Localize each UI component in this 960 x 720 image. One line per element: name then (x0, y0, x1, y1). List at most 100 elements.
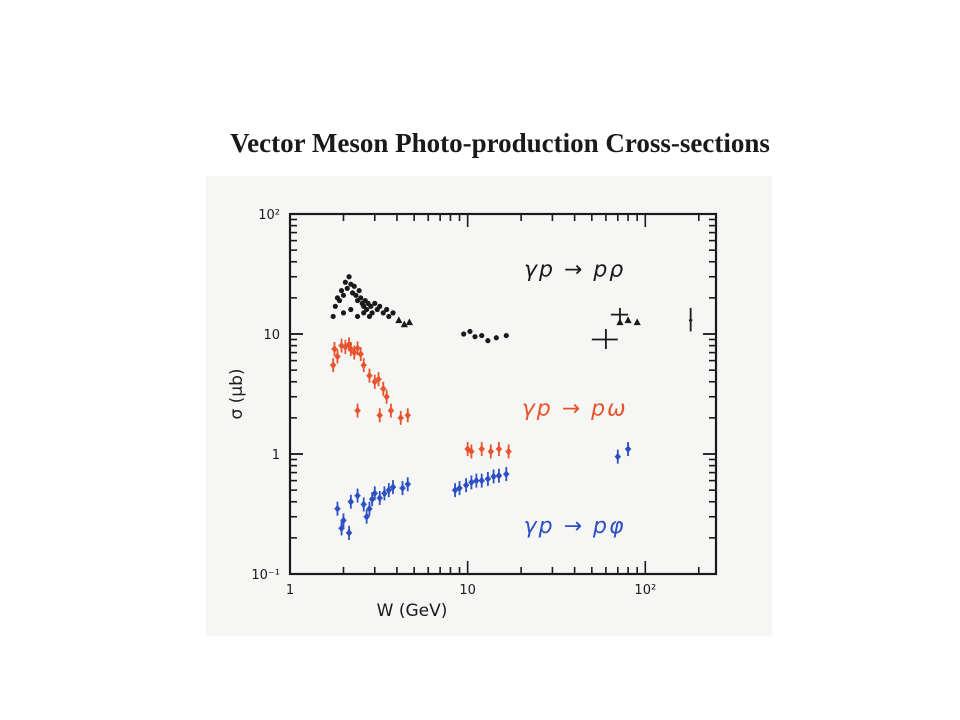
data-point-phi (399, 481, 406, 496)
data-point-phi (334, 501, 341, 516)
point-marker (504, 471, 509, 478)
data-point-rho-errorbars (610, 307, 629, 323)
point-marker (388, 407, 394, 414)
data-point-omega (464, 442, 471, 457)
data-point-omega (383, 389, 390, 404)
point-marker (339, 525, 344, 532)
data-point-rho (369, 310, 375, 316)
point-marker (332, 345, 337, 352)
data-point-rho (358, 295, 364, 301)
annotation-rho: γp → pρ (524, 258, 625, 283)
point-marker (405, 481, 410, 488)
data-point-omega (347, 341, 354, 356)
data-point-phi (490, 469, 497, 484)
data-point-rho (348, 306, 354, 313)
data-point-phi (452, 483, 459, 498)
point-marker (343, 343, 348, 350)
data-point-rho (353, 292, 359, 298)
point-marker (346, 529, 352, 536)
point-marker (474, 477, 479, 484)
point-marker (367, 372, 372, 379)
data-point-phi (456, 481, 463, 496)
data-point-rho (346, 274, 352, 280)
point-marker (355, 345, 360, 352)
point-marker (364, 513, 369, 520)
data-point-omega (387, 403, 394, 418)
data-point-phi (366, 501, 373, 516)
point-marker (372, 378, 377, 385)
y-tick-label: 1 (272, 448, 280, 463)
data-point-rho (390, 310, 396, 316)
point-marker (355, 407, 360, 414)
point-marker (405, 412, 410, 419)
point-marker (463, 482, 469, 489)
data-point-omega (468, 444, 475, 459)
data-point-rho (340, 310, 347, 316)
x-tick-label: 1 (286, 583, 294, 598)
data-point-phi (376, 490, 383, 505)
data-point-rho-triangles (395, 316, 403, 324)
point-marker (488, 448, 494, 455)
point-marker (496, 446, 502, 453)
cross-section-chart: 1 10 10² 10⁻¹ 1 10 10² γp → pρ γp → pω γp → pφ W… (227, 208, 718, 621)
data-point-rho-errorbars (688, 307, 693, 332)
data-point-rho (354, 313, 361, 320)
data-point-omega (375, 372, 382, 387)
slide-title: Vector Meson Photo-production Cross-sect… (230, 128, 770, 158)
data-point-rho (361, 310, 367, 316)
data-point-rho-triangles (633, 318, 641, 326)
point-marker (377, 412, 382, 419)
data-point-rho (368, 303, 374, 309)
data-point-phi (463, 478, 470, 493)
data-point-phi (473, 473, 480, 488)
data-point-omega (354, 403, 361, 418)
data-point-phi (614, 449, 621, 464)
data-point-rho (342, 279, 348, 285)
axis-ticks (289, 213, 716, 575)
data-point-rho (386, 313, 392, 320)
data-point-omega (376, 408, 383, 423)
point-marker (625, 446, 631, 453)
data-point-rho-mid (485, 338, 491, 344)
x-tick-label: 10 (459, 583, 476, 598)
data-point-phi (346, 525, 353, 540)
point-marker (496, 472, 502, 479)
point-marker (355, 492, 360, 499)
scan-background (206, 176, 772, 636)
data-point-rho-triangles (405, 318, 413, 326)
data-point-omega (342, 339, 349, 354)
data-point-phi (468, 475, 475, 490)
reaction-annotations: γp → pρ γp → pω γp → pφ (522, 258, 628, 539)
data-point-rho (380, 310, 386, 316)
data-point-rho (364, 306, 370, 313)
data-point-rho-mid (479, 332, 485, 339)
point-marker (335, 353, 340, 360)
data-point-omega (380, 381, 387, 396)
point-marker (457, 485, 462, 492)
data-point-phi (338, 521, 345, 536)
plot-border (288, 212, 718, 576)
data-point-rho (356, 287, 362, 294)
y-tick-label: 10⁻¹ (251, 568, 280, 583)
data-point-omega (478, 442, 485, 457)
data-point-phi (484, 471, 491, 486)
annotation-omega: γp → pω (522, 396, 628, 421)
data-point-phi (371, 486, 378, 501)
point-marker (390, 484, 396, 491)
data-point-rho-mid (472, 334, 478, 340)
data-point-rho-errorbars (591, 329, 618, 349)
data-marks (330, 274, 693, 540)
point-marker (352, 349, 357, 356)
data-point-rho-mid (461, 331, 467, 337)
point-marker (348, 345, 354, 352)
data-point-rho-mid (503, 332, 509, 339)
data-point-phi (385, 483, 392, 498)
data-point-omega (354, 341, 361, 356)
point-marker (479, 446, 484, 453)
data-point-rho-mid (493, 335, 499, 341)
point-marker (348, 498, 354, 505)
data-point-phi (363, 509, 370, 524)
data-point-rho (338, 287, 345, 294)
point-marker (330, 362, 336, 369)
data-point-rho (344, 285, 350, 291)
